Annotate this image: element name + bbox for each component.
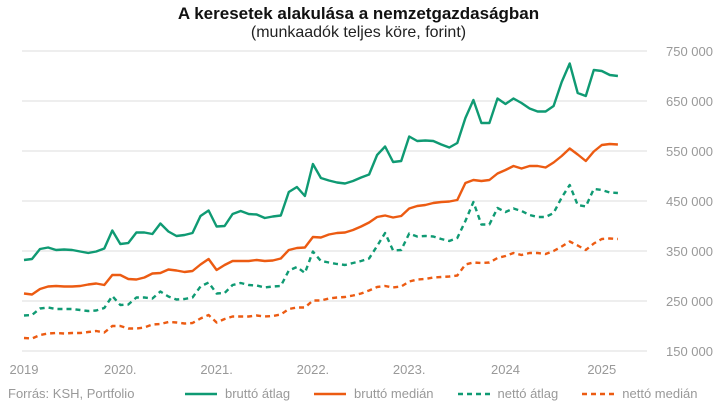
series-line-4 bbox=[23, 237, 618, 340]
y-tick-label: 550 000 bbox=[666, 144, 713, 159]
legend-swatch-brutto-median bbox=[314, 392, 347, 396]
legend-label-brutto-atlag: bruttó átlag bbox=[225, 386, 291, 401]
series-line-2 bbox=[23, 142, 618, 296]
legend-label-netto-atlag: nettó átlag bbox=[497, 386, 559, 401]
y-tick-label: 650 000 bbox=[666, 94, 713, 109]
chart-title: A keresetek alakulása a nemzetgazdaságba… bbox=[177, 4, 540, 23]
y-tick-label: 250 000 bbox=[666, 294, 713, 309]
legend-item-netto-median: nettó medián bbox=[582, 386, 697, 401]
legend-swatch-brutto-atlag bbox=[185, 392, 217, 396]
x-tick-label: 2020. bbox=[104, 362, 137, 377]
x-tick-label: 2023. bbox=[393, 362, 426, 377]
series-line-3 bbox=[23, 183, 618, 317]
series-line-1 bbox=[23, 62, 619, 262]
y-tick-label: 750 000 bbox=[666, 44, 713, 59]
legend-swatch-netto-median bbox=[582, 392, 615, 396]
legend-item-netto-atlag: nettó átlag bbox=[457, 386, 559, 401]
x-tick-label: 2022. bbox=[297, 362, 330, 377]
legend-item-brutto-median: bruttó medián bbox=[314, 386, 434, 401]
legend-label-netto-median: nettó medián bbox=[622, 386, 698, 401]
chart-legend: bruttó átlag bruttó medián nettó átlag n… bbox=[185, 386, 697, 401]
y-tick-label: 150 000 bbox=[666, 344, 713, 359]
x-tick-label: 2024 bbox=[491, 362, 520, 377]
legend-label-brutto-median: bruttó medián bbox=[354, 386, 434, 401]
x-tick-label: 2019 bbox=[10, 362, 39, 377]
legend-item-brutto-atlag: bruttó átlag bbox=[185, 386, 290, 401]
chart-subtitle: (munkaadók teljes köre, forint) bbox=[250, 24, 467, 41]
x-tick-label: 2021. bbox=[200, 362, 233, 377]
source-note: Forrás: KSH, Portfolio bbox=[8, 386, 135, 401]
x-tick-label: 2025 bbox=[587, 362, 616, 377]
y-tick-label: 450 000 bbox=[666, 194, 713, 209]
legend-swatch-netto-atlag bbox=[457, 392, 490, 396]
y-tick-label: 350 000 bbox=[666, 244, 713, 259]
